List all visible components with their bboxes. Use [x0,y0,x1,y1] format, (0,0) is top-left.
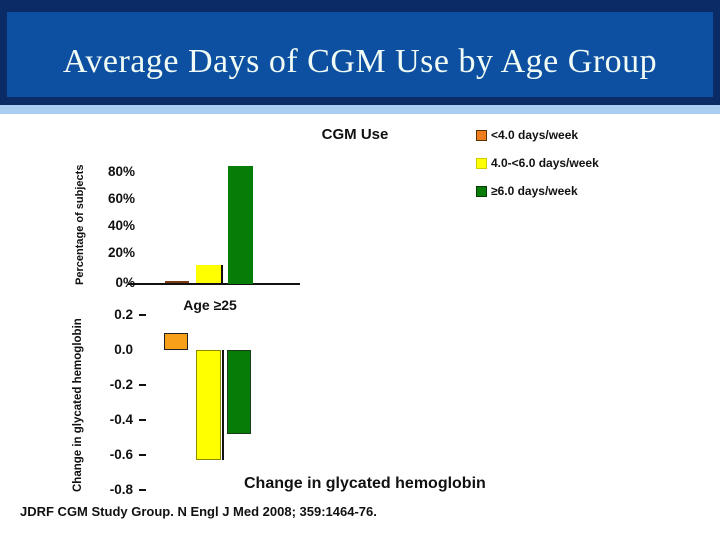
upper-x-axis-line [128,283,300,285]
lower-ytick-n02: -0.2 [109,377,133,392]
lower-tickmark [139,314,146,316]
citation: JDRF CGM Study Group. N Engl J Med 2008;… [20,504,377,519]
legend-swatch-orange-icon [476,129,487,141]
legend-label: ≥6.0 days/week [491,184,578,198]
lower-ytick-00: 0.0 [114,342,133,357]
legend-label: <4.0 days/week [491,128,579,142]
upper-bar-ge6 [228,165,253,284]
lower-tickmark [139,419,146,421]
lower-tickmark [139,384,146,386]
upper-bar-lt4 [165,280,189,284]
lower-ytick-n08: -0.8 [109,482,133,497]
lower-tickmark [139,489,146,491]
lower-ytick-02: 0.2 [114,307,133,322]
chart-legend: <4.0 days/week 4.0-<6.0 days/week ≥6.0 d… [476,121,599,205]
lower-bar-ge6 [227,350,251,434]
legend-item-4to6: 4.0-<6.0 days/week [476,149,599,177]
legend-label: 4.0-<6.0 days/week [491,156,599,170]
legend-item-lt4: <4.0 days/week [476,121,599,149]
slide-header: Average Days of CGM Use by Age Group [0,0,720,105]
upper-ytick-80: 80% [107,164,135,179]
lower-tickmark [139,454,146,456]
lower-bar-4to6 [196,350,221,461]
upper-ytick-0: 0% [115,275,135,290]
lower-error-whisker [222,350,224,461]
upper-error-whisker [221,265,223,284]
lower-chart-title: Change in glycated hemoglobin [244,475,486,492]
upper-ytick-20: 20% [107,245,135,260]
lower-ytick-n04: -0.4 [109,412,133,427]
slide-title: Average Days of CGM Use by Age Group [62,42,658,80]
upper-chart-title: CGM Use [321,126,389,143]
category-label: Age ≥25 [183,297,237,313]
upper-ytick-40: 40% [107,218,135,233]
legend-swatch-yellow-icon [476,157,487,169]
lower-y-axis-label: Change in glycated hemoglobin [72,318,84,492]
header-accent-strip [0,105,720,114]
upper-ytick-60: 60% [107,191,135,206]
upper-y-axis-label: Percentage of subjects [74,164,86,286]
legend-item-ge6: ≥6.0 days/week [476,177,599,205]
lower-bar-lt4 [164,332,188,350]
upper-bar-4to6 [196,265,221,284]
lower-ytick-n06: -0.6 [109,447,133,462]
legend-swatch-green-icon [476,185,487,197]
